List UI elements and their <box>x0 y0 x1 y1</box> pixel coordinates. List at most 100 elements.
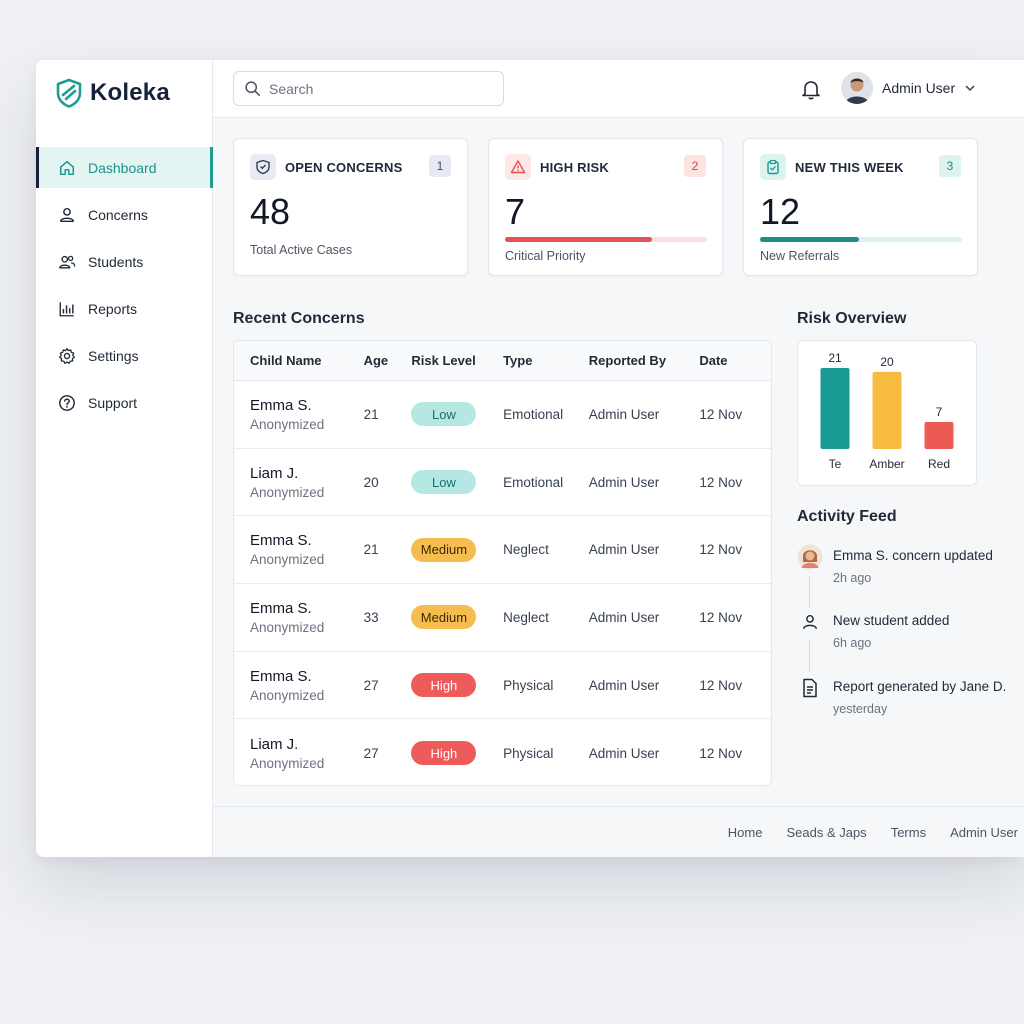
sidebar-item-dashboard[interactable]: Dashboard <box>36 147 213 188</box>
type-cell: Neglect <box>503 609 549 625</box>
activity-feed-title: Activity Feed <box>797 508 897 525</box>
age-cell: 33 <box>363 609 379 625</box>
sidebar-item-support[interactable]: Support <box>36 382 213 423</box>
footer-link-home[interactable]: Home <box>727 825 763 840</box>
recent-concerns-title: Recent Concerns <box>233 310 365 327</box>
column-header[interactable]: Age <box>363 353 389 368</box>
progress-bar <box>760 237 962 242</box>
logo[interactable]: Koleka <box>56 78 170 108</box>
card-title: NEW THIS WEEK <box>795 160 904 175</box>
people-icon <box>59 255 76 269</box>
type-cell: Physical <box>503 677 554 693</box>
stat-card-high-risk[interactable]: HIGH RISK 2 7 Critical Priority <box>488 138 723 276</box>
risk-cell: Medium <box>395 537 488 562</box>
activity-text: Emma S. concern updated <box>833 548 993 563</box>
stat-card-new-this-week[interactable]: NEW THIS WEEK 3 12 New Referrals <box>743 138 978 276</box>
risk-cell: Low <box>395 470 488 495</box>
reported-by-cell: Admin User <box>588 474 660 490</box>
type-cell: Physical <box>503 745 554 761</box>
table-row[interactable]: Liam J. Anonymized 20 Low Emotional Admin Use… <box>234 449 771 517</box>
sidebar-item-label: Dashboard <box>88 159 157 176</box>
user-menu[interactable]: Admin User <box>841 72 976 104</box>
anonymized-label: Anonymized <box>250 619 325 635</box>
help-icon <box>59 394 75 411</box>
reported-by-cell: Admin User <box>588 745 660 761</box>
search-icon <box>245 81 261 97</box>
chevron-down-icon <box>965 85 975 92</box>
shield-logo-icon <box>56 78 82 108</box>
footer-link-seads-japs[interactable]: Seads & Japs <box>786 825 867 840</box>
activity-time: 2h ago <box>833 571 872 585</box>
activity-time: yesterday <box>833 702 888 716</box>
column-header[interactable]: Risk Level <box>411 353 476 368</box>
column-header[interactable]: Date <box>699 353 728 368</box>
shield-icon <box>250 154 276 180</box>
footer-link-admin-user[interactable]: Admin User <box>950 825 1018 840</box>
column-header[interactable]: Type <box>503 353 533 368</box>
main-content: Admin User OPEN CONCERNS 1 48 Total Acti… <box>213 60 1024 857</box>
column-header[interactable]: Reported By <box>588 353 667 368</box>
count-badge: 3 <box>939 155 961 177</box>
bar-chart: 21 Te 20 Amber 7 Red <box>820 351 954 471</box>
column-header[interactable]: Child Name <box>250 353 322 368</box>
sidebar-item-settings[interactable]: Settings <box>36 335 213 376</box>
concerns-table: Child Name Age Risk Level Type Reported … <box>233 340 772 786</box>
bar-red[interactable] <box>924 422 954 449</box>
bar-amber[interactable] <box>872 371 902 449</box>
search-box[interactable] <box>233 71 504 106</box>
progress-bar <box>505 237 707 242</box>
table-row[interactable]: Emma S. Anonymized 27 High Physical Admin Use… <box>234 652 771 720</box>
risk-overview-chart: 21 Te 20 Amber 7 Red <box>797 340 977 486</box>
table-row[interactable]: Emma S. Anonymized 21 Medium Neglect Admin Us… <box>234 516 771 585</box>
person-icon <box>59 207 75 222</box>
card-value: 12 <box>760 191 801 232</box>
card-title: OPEN CONCERNS <box>285 160 403 175</box>
type-cell: Neglect <box>503 542 549 558</box>
sidebar-item-concerns[interactable]: Concerns <box>36 194 213 235</box>
sidebar-item-label: Students <box>88 253 144 270</box>
app-name: Koleka <box>90 79 170 106</box>
reported-by-cell: Admin User <box>588 677 660 693</box>
activity-text: Report generated by Jane D. <box>833 679 1007 694</box>
bar-te[interactable] <box>820 368 850 449</box>
top-bar: Admin User <box>213 60 1024 118</box>
timeline-line <box>809 576 810 608</box>
child-name: Emma S. <box>250 667 312 685</box>
child-name-cell: Emma S. Anonymized <box>234 668 349 703</box>
sidebar-item-students[interactable]: Students <box>36 241 213 282</box>
sidebar: Koleka Dashboard Concerns Students Repor… <box>36 60 213 857</box>
anonymized-label: Anonymized <box>250 484 325 500</box>
stat-card-open-concerns[interactable]: OPEN CONCERNS 1 48 Total Active Cases <box>233 138 468 276</box>
table-row[interactable]: Liam J. Anonymized 27 High Physical Admin Use… <box>234 719 771 785</box>
risk-badge: High <box>411 673 477 698</box>
sidebar-item-reports[interactable]: Reports <box>36 288 213 329</box>
risk-badge: Medium <box>411 537 477 562</box>
child-name-cell: Emma S. Anonymized <box>234 600 349 635</box>
data-label: 20 <box>880 355 894 369</box>
table-body: Emma S. Anonymized 21 Low Emotional Admin Use… <box>234 381 771 785</box>
footer: Home Seads & Japs Terms Admin User <box>213 806 1024 857</box>
anonymized-label: Anonymized <box>250 687 325 703</box>
child-name: Liam J. <box>250 464 299 482</box>
footer-link-terms[interactable]: Terms <box>890 825 927 840</box>
risk-overview-title: Risk Overview <box>797 310 907 327</box>
table-row[interactable]: Emma S. Anonymized 21 Low Emotional Admin Use… <box>234 381 771 449</box>
search-input[interactable] <box>269 80 489 97</box>
avatar-icon <box>797 544 823 570</box>
progress-fill <box>505 237 653 242</box>
age-cell: 20 <box>363 474 379 490</box>
bell-icon[interactable] <box>800 78 822 100</box>
card-subtitle: New Referrals <box>760 249 840 263</box>
card-title: HIGH RISK <box>540 160 609 175</box>
risk-cell: Low <box>395 402 488 427</box>
table-row[interactable]: Emma S. Anonymized 33 Medium Neglect Admin Us… <box>234 584 771 652</box>
child-name-cell: Liam J. Anonymized <box>234 465 349 500</box>
sidebar-item-label: Settings <box>88 347 139 364</box>
age-cell: 21 <box>363 406 379 422</box>
date-cell: 12 Nov <box>699 474 743 490</box>
date-cell: 12 Nov <box>699 406 743 422</box>
count-badge: 2 <box>684 155 706 177</box>
date-cell: 12 Nov <box>699 542 743 558</box>
footer-links: Home Seads & Japs Terms Admin User <box>728 825 1018 840</box>
user-name: Admin User <box>882 80 956 96</box>
